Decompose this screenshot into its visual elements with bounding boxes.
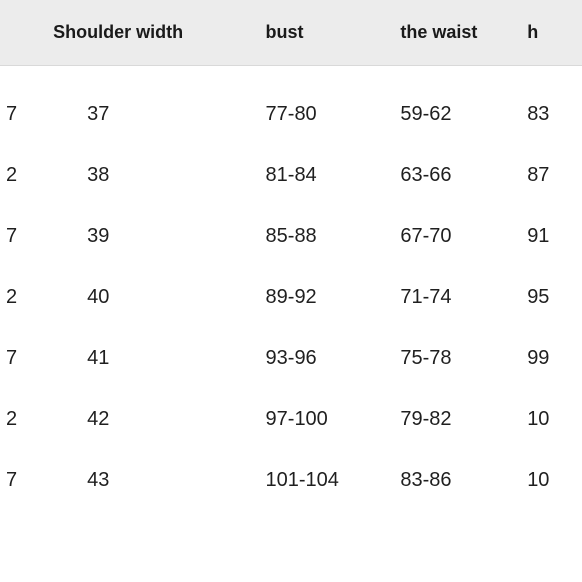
size-table: Shoulder width bust the waist h 7 37 77-…: [0, 0, 582, 511]
cell: 38: [35, 145, 265, 206]
table-row: 7 37 77-80 59-62 83: [0, 84, 582, 145]
cell: 75-78: [400, 328, 527, 389]
cell: 42: [35, 389, 265, 450]
cell: 43: [35, 450, 265, 511]
cell: 67-70: [400, 206, 527, 267]
cell: 7: [0, 450, 35, 511]
cell: 77-80: [266, 84, 401, 145]
table-row: 7 41 93-96 75-78 99: [0, 328, 582, 389]
cell: 63-66: [400, 145, 527, 206]
header-row: Shoulder width bust the waist h: [0, 0, 582, 66]
col-header-blank: [0, 0, 35, 66]
cell: 79-82: [400, 389, 527, 450]
table-row: 7 43 101-104 83-86 10: [0, 450, 582, 511]
cell: 81-84: [266, 145, 401, 206]
cell: 7: [0, 328, 35, 389]
cell: 7: [0, 84, 35, 145]
cell: 83: [527, 84, 582, 145]
cell: 37: [35, 84, 265, 145]
cell: 7: [0, 206, 35, 267]
col-header-waist: the waist: [400, 0, 527, 66]
cell: 91: [527, 206, 582, 267]
cell: 10: [527, 389, 582, 450]
cell: 39: [35, 206, 265, 267]
cell: 83-86: [400, 450, 527, 511]
col-header-bust: bust: [266, 0, 401, 66]
cell: 2: [0, 145, 35, 206]
table-row: 2 38 81-84 63-66 87: [0, 145, 582, 206]
cell: 87: [527, 145, 582, 206]
cell: 101-104: [266, 450, 401, 511]
cell: 93-96: [266, 328, 401, 389]
table-row: 7 39 85-88 67-70 91: [0, 206, 582, 267]
table-body: 7 37 77-80 59-62 83 2 38 81-84 63-66 87 …: [0, 66, 582, 512]
cell: 97-100: [266, 389, 401, 450]
table-row: 2 40 89-92 71-74 95: [0, 267, 582, 328]
cell: 59-62: [400, 84, 527, 145]
cell: 95: [527, 267, 582, 328]
cell: 10: [527, 450, 582, 511]
cell: 40: [35, 267, 265, 328]
cell: 85-88: [266, 206, 401, 267]
col-header-hip: h: [527, 0, 582, 66]
cell: 2: [0, 389, 35, 450]
cell: 89-92: [266, 267, 401, 328]
cell: 41: [35, 328, 265, 389]
cell: 99: [527, 328, 582, 389]
cell: 71-74: [400, 267, 527, 328]
table-row: 2 42 97-100 79-82 10: [0, 389, 582, 450]
cell: 2: [0, 267, 35, 328]
col-header-shoulder: Shoulder width: [35, 0, 265, 66]
